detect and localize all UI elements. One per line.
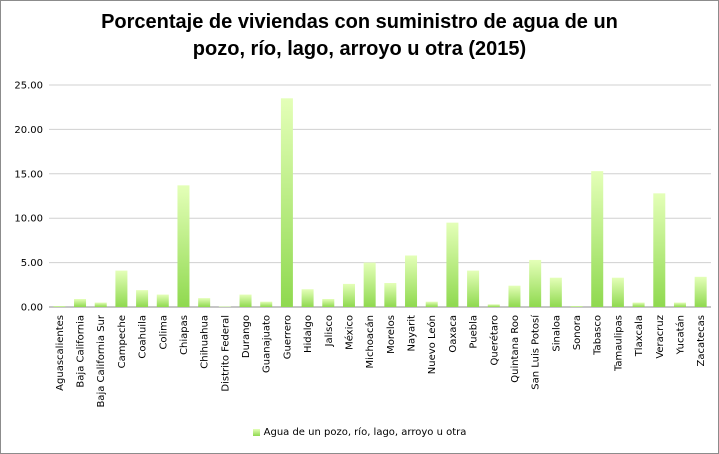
- bar: [53, 306, 66, 307]
- y-tick-label: 5.00: [21, 258, 43, 269]
- x-tick-label: Guanajuato: [262, 315, 273, 373]
- bar: [529, 259, 542, 307]
- y-tick-label: 20.00: [14, 125, 43, 136]
- x-tick-label: México: [343, 315, 355, 350]
- x-tick-label: Veracruz: [655, 315, 666, 359]
- x-tick-label: Morelos: [386, 315, 397, 354]
- bar: [94, 302, 107, 307]
- x-tick-label: Coahuila: [138, 315, 149, 359]
- bar: [280, 98, 293, 307]
- x-tick-label: Zacatecas: [696, 315, 707, 367]
- x-tick-label: Yucatán: [674, 315, 686, 355]
- x-tick-label: Durango: [241, 315, 252, 358]
- x-tick-label: San Luis Potosí: [530, 314, 542, 390]
- x-tick-label: Baja California: [76, 315, 87, 388]
- bar: [653, 193, 666, 307]
- bar: [301, 289, 314, 307]
- legend: Agua de un pozo, río, lago, arroyo u otr…: [1, 427, 718, 439]
- bar: [487, 304, 500, 307]
- bar: [405, 255, 418, 307]
- x-tick-label: Guerrero: [282, 315, 293, 359]
- x-tick-label: Oaxaca: [448, 315, 459, 353]
- bar: [611, 277, 624, 307]
- y-tick-label: 15.00: [14, 169, 43, 180]
- x-tick-label: Campeche: [117, 315, 128, 368]
- chart-title-line-2: pozo, río, lago, arroyo u otra (2015): [192, 38, 527, 60]
- bar: [694, 276, 707, 307]
- x-tick-label: Nayarit: [407, 315, 418, 352]
- x-tick-label: Chihuahua: [200, 315, 211, 369]
- bar: [570, 306, 583, 307]
- legend-swatch: [252, 429, 260, 436]
- x-tick-label: Chiapas: [179, 315, 190, 355]
- bar: [508, 285, 521, 307]
- bar: [673, 302, 686, 307]
- y-tick-label: 10.00: [14, 214, 43, 225]
- y-tick-label: 25.00: [14, 81, 43, 92]
- x-tick-label: Hidalgo: [303, 315, 314, 353]
- chart-title: Porcentaje de viviendas con suministro d…: [1, 9, 718, 63]
- bar: [632, 302, 645, 307]
- x-tick-label: Quintana Roo: [510, 315, 521, 383]
- bar: [425, 301, 438, 307]
- x-tick-label: Colima: [158, 315, 169, 350]
- x-tick-label: Distrito Federal: [220, 315, 231, 392]
- bar: [467, 270, 480, 307]
- x-tick-label: Baja California Sur: [96, 314, 107, 407]
- bar: [549, 277, 562, 307]
- x-tick-label: Michoacán: [364, 315, 376, 368]
- bar: [198, 298, 211, 307]
- bar: [74, 299, 87, 307]
- bar: [342, 283, 355, 307]
- bar: [322, 299, 335, 307]
- bar: [446, 222, 459, 307]
- x-tick-label: Sinaloa: [551, 315, 562, 352]
- bar: [156, 294, 169, 307]
- bar: [136, 290, 149, 307]
- bar: [591, 171, 604, 307]
- bar: [260, 301, 273, 307]
- x-tick-label: Querétaro: [488, 315, 500, 365]
- y-tick-label: 0.00: [21, 303, 43, 314]
- legend-label: Agua de un pozo, río, lago, arroyo u otr…: [263, 427, 467, 438]
- bar: [115, 270, 128, 307]
- x-tick-label: Tamaulipas: [613, 315, 624, 372]
- bar: [363, 262, 376, 307]
- x-tick-label: Jalisco: [324, 315, 335, 347]
- bar: [384, 283, 397, 307]
- x-tick-label: Puebla: [469, 315, 480, 349]
- bar: [239, 294, 252, 307]
- chart-title-line-1: Porcentaje de viviendas con suministro d…: [101, 11, 618, 33]
- x-tick-label: Sonora: [572, 315, 583, 350]
- bar: [177, 185, 190, 307]
- x-tick-label: Tlaxcala: [634, 315, 645, 357]
- x-tick-label: Nuevo León: [426, 315, 438, 374]
- x-tick-label: Aguascalientes: [55, 315, 66, 391]
- x-tick-label: Tabasco: [593, 315, 604, 356]
